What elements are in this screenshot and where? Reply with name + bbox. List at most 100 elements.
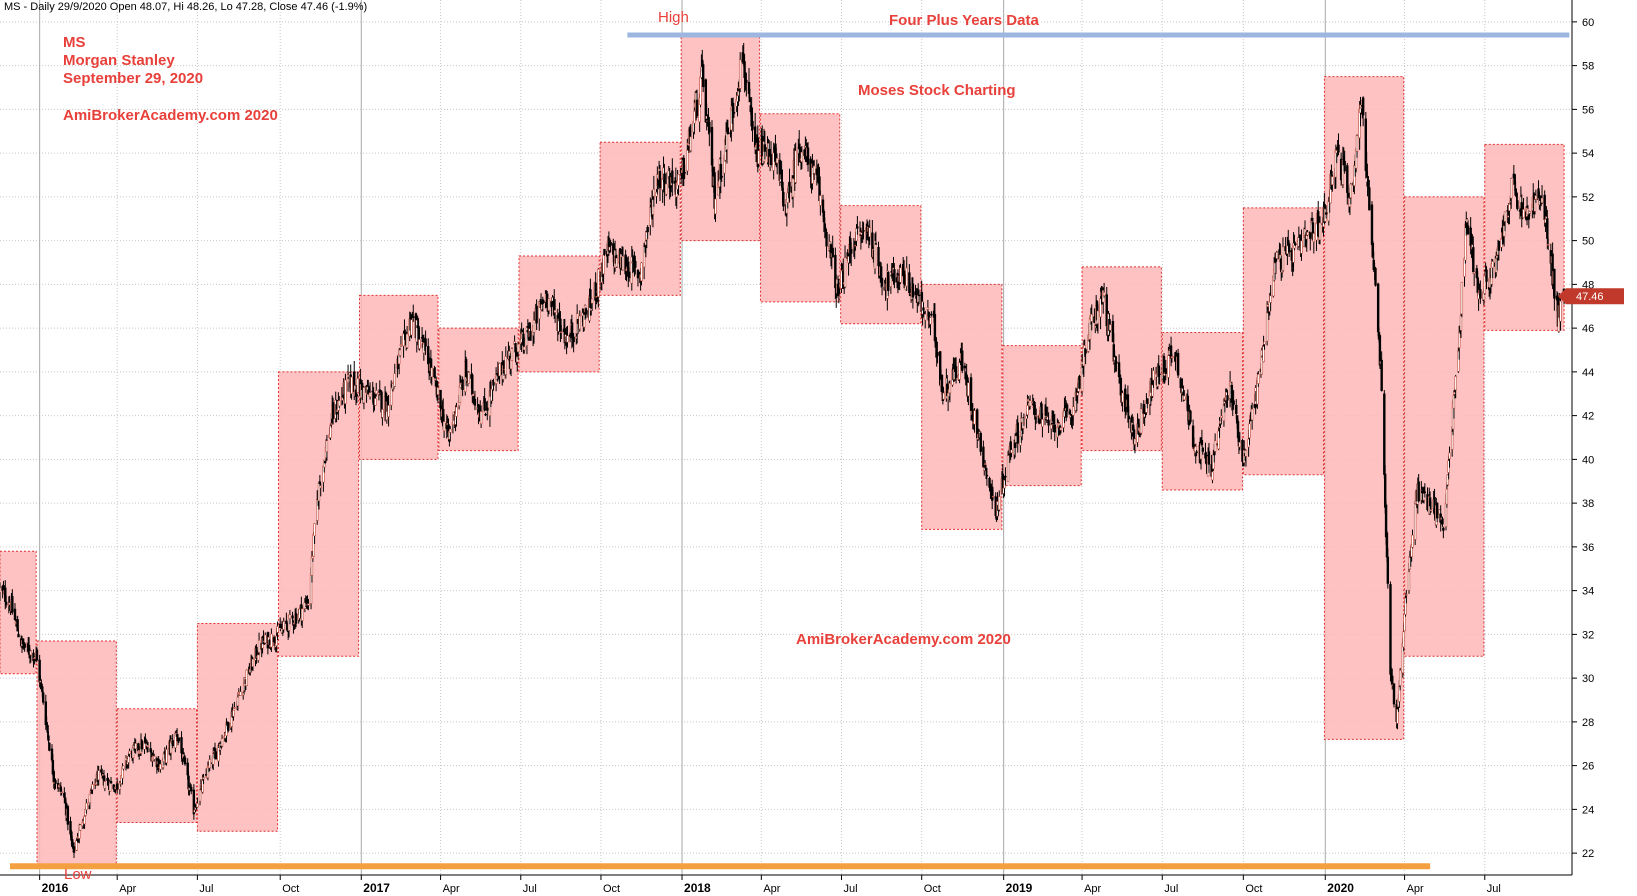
x-tick-label: Jul — [1164, 883, 1178, 895]
candle-body — [439, 389, 442, 409]
candle-body — [1265, 312, 1269, 342]
high-low-lines — [10, 32, 1570, 870]
candle-body — [973, 410, 976, 425]
candle-body — [1044, 406, 1048, 416]
candle-body — [41, 686, 44, 693]
chart-header: MS - Daily 29/9/2020 Open 48.07, Hi 48.2… — [4, 1, 368, 13]
candle-body — [1411, 534, 1414, 548]
candle-body — [664, 183, 668, 195]
candle-body — [1226, 395, 1229, 401]
candle-body — [354, 389, 358, 397]
candle-body — [239, 691, 242, 696]
candle-body — [850, 249, 853, 254]
candle-body — [368, 392, 372, 398]
candle-body — [982, 446, 985, 468]
candle-body — [541, 299, 544, 304]
quarter-box — [359, 294, 439, 460]
candle-body — [294, 613, 298, 624]
candle-body — [812, 165, 816, 174]
candle-body — [1269, 295, 1272, 303]
candle-body — [1139, 408, 1143, 434]
candle-body — [1200, 440, 1204, 446]
site-watermark-mid: AmiBrokerAcademy.com 2020 — [796, 631, 1011, 648]
candle-body — [1398, 670, 1402, 686]
candle-body — [720, 175, 723, 178]
candle-body — [399, 344, 403, 347]
candle-body — [1010, 449, 1013, 454]
candle-body — [1053, 424, 1056, 433]
candle-body — [1450, 431, 1454, 450]
candle-body — [288, 614, 292, 619]
candle-body — [1417, 481, 1420, 502]
candle-body — [1503, 211, 1507, 222]
candle-body — [1305, 235, 1308, 240]
candle-body — [689, 136, 693, 151]
candle-body — [183, 757, 187, 765]
candle-body — [233, 707, 236, 709]
candle-body — [398, 349, 402, 356]
candle-body — [1065, 404, 1069, 412]
candle-body — [1460, 281, 1464, 315]
candle-body — [547, 298, 551, 311]
candle-body — [276, 626, 279, 633]
candle-body — [473, 399, 477, 406]
candle-body — [251, 658, 255, 667]
candle-body — [905, 267, 908, 287]
candle-body — [1281, 246, 1285, 271]
candle-body — [1213, 453, 1216, 456]
candle-body — [83, 816, 86, 825]
candle-body — [1170, 356, 1174, 359]
candle-body — [880, 278, 884, 287]
quarter-box — [1081, 266, 1162, 452]
candle-body — [1133, 438, 1137, 445]
candle-body — [763, 144, 767, 152]
last-price-marker — [1558, 288, 1624, 305]
candle-body — [11, 596, 14, 613]
candle-body — [1137, 418, 1140, 435]
candle-body — [862, 230, 865, 232]
candle-body — [78, 824, 82, 831]
candle-body — [109, 781, 113, 784]
candle-body — [275, 635, 278, 646]
last-price-label: 47.46 — [1576, 291, 1604, 303]
candle-body — [97, 770, 100, 781]
y-tick-label: 54 — [1582, 148, 1594, 160]
candle-body — [788, 181, 791, 193]
candle-body — [1220, 415, 1223, 418]
candle-body — [1472, 271, 1476, 274]
candle-body — [504, 356, 507, 375]
candle-body — [236, 696, 240, 707]
quarterly-range-boxes — [0, 34, 1565, 867]
candle-body — [360, 382, 364, 391]
candle-body — [498, 363, 501, 377]
candle-body — [1365, 163, 1368, 177]
candle-body — [1389, 584, 1392, 675]
candle-body — [375, 390, 378, 395]
candle-body — [323, 461, 327, 464]
candle-body — [1509, 178, 1513, 199]
candle-body — [560, 331, 563, 333]
x-tick-label: 2016 — [42, 881, 69, 895]
candle-body — [1300, 240, 1303, 254]
candle-body — [1072, 406, 1075, 416]
candle-body — [853, 247, 856, 251]
candlestick-series — [0, 42, 1566, 858]
candle-body — [1491, 261, 1494, 269]
candle-body — [4, 601, 8, 605]
candle-body — [1458, 332, 1461, 348]
y-tick-label: 42 — [1582, 411, 1594, 423]
candle-body — [122, 765, 125, 770]
candle-body — [693, 110, 696, 124]
candle-body — [704, 79, 708, 123]
candle-body — [192, 789, 196, 815]
candle-body — [220, 738, 224, 747]
candle-body — [535, 305, 538, 324]
candle-body — [48, 742, 51, 751]
y-tick-label: 26 — [1582, 761, 1594, 773]
site-watermark-top: AmiBrokerAcademy.com 2020 — [63, 107, 278, 124]
candle-body — [1522, 209, 1525, 218]
candle-body — [492, 382, 495, 386]
candle-body — [1035, 415, 1038, 417]
candle-body — [1402, 631, 1405, 648]
